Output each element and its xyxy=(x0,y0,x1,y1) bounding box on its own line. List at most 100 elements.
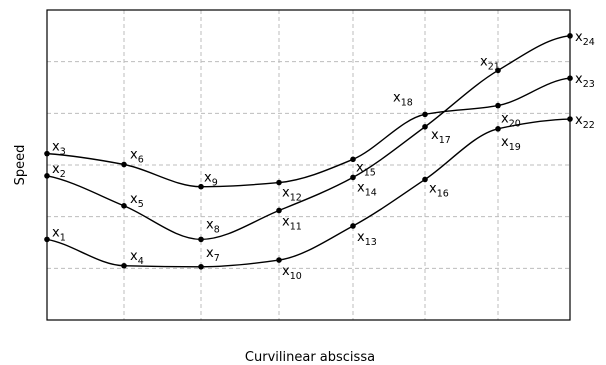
data-point-x15 xyxy=(350,156,356,163)
point-label-x9: x9 xyxy=(204,171,218,189)
data-point-x4 xyxy=(121,262,127,269)
point-label-subscript: 22 xyxy=(583,120,595,131)
point-label-subscript: 4 xyxy=(138,256,144,267)
point-label-name: x xyxy=(130,147,138,162)
point-label-x19: x19 xyxy=(501,135,521,153)
point-label-name: x xyxy=(130,249,138,264)
point-label-x16: x16 xyxy=(429,181,449,199)
point-label-x8: x8 xyxy=(206,217,220,235)
point-label-subscript: 24 xyxy=(583,37,595,48)
data-point-x24 xyxy=(567,33,573,39)
point-label-subscript: 16 xyxy=(437,188,449,199)
point-label-subscript: 17 xyxy=(439,135,451,146)
point-label-subscript: 1 xyxy=(60,232,66,243)
point-label-x11: x11 xyxy=(282,214,302,232)
point-label-subscript: 10 xyxy=(290,271,302,282)
point-label-x21: x21 xyxy=(480,54,500,72)
point-label-x15: x15 xyxy=(356,160,376,178)
point-label-subscript: 15 xyxy=(364,167,376,178)
point-label-x22: x22 xyxy=(575,113,595,131)
plot-frame xyxy=(46,9,571,321)
data-point-x2 xyxy=(44,173,50,179)
point-label-subscript: 21 xyxy=(488,61,500,72)
point-label-subscript: 5 xyxy=(138,199,144,210)
point-label-x18: x18 xyxy=(393,90,413,108)
point-label-name: x xyxy=(480,54,488,69)
point-label-x6: x6 xyxy=(130,147,144,165)
point-label-x5: x5 xyxy=(130,192,144,210)
point-label-subscript: 2 xyxy=(60,169,66,180)
point-label-name: x xyxy=(575,30,583,45)
point-label-name: x xyxy=(204,171,212,186)
point-label-x1: x1 xyxy=(52,225,66,243)
point-label-name: x xyxy=(429,181,437,196)
point-label-subscript: 9 xyxy=(212,178,218,189)
point-label-name: x xyxy=(206,217,214,232)
data-point-x16 xyxy=(422,176,428,183)
data-point-x21 xyxy=(495,67,501,74)
point-label-subscript: 11 xyxy=(290,221,302,232)
data-point-x13 xyxy=(350,223,356,229)
point-label-name: x xyxy=(130,192,138,207)
y-axis-label: Speed xyxy=(13,145,28,186)
data-point-x23 xyxy=(567,75,573,81)
points xyxy=(44,33,573,270)
point-label-x23: x23 xyxy=(575,72,595,90)
point-label-x7: x7 xyxy=(206,246,220,264)
point-label-subscript: 19 xyxy=(509,142,521,153)
x-axis-label: Curvilinear abscissa xyxy=(245,350,375,365)
data-point-x6 xyxy=(121,161,127,168)
point-label-subscript: 12 xyxy=(290,193,302,204)
data-point-x18 xyxy=(422,111,428,118)
point-label-name: x xyxy=(575,113,583,128)
data-point-x3 xyxy=(44,150,50,157)
point-label-name: x xyxy=(282,264,290,279)
point-label-subscript: 18 xyxy=(401,97,413,108)
point-label-subscript: 13 xyxy=(365,237,377,248)
series-line-2 xyxy=(46,35,571,241)
point-label-x2: x2 xyxy=(52,162,66,180)
data-point-x1 xyxy=(44,236,50,243)
series-line-1 xyxy=(46,118,571,268)
point-label-subscript: 20 xyxy=(509,119,521,130)
point-label-name: x xyxy=(52,140,60,155)
point-label-x24: x24 xyxy=(575,30,595,48)
point-label-name: x xyxy=(501,112,509,127)
point-label-name: x xyxy=(501,135,509,150)
point-label-name: x xyxy=(357,230,365,245)
point-label-name: x xyxy=(393,90,401,105)
data-point-x22 xyxy=(567,116,573,122)
point-label-name: x xyxy=(357,180,365,195)
point-label-subscript: 23 xyxy=(583,79,595,90)
data-point-x12 xyxy=(276,179,282,186)
point-label-name: x xyxy=(282,214,290,229)
point-label-name: x xyxy=(206,246,214,261)
point-label-x4: x4 xyxy=(130,249,144,267)
point-label-x3: x3 xyxy=(52,140,66,158)
curves xyxy=(46,35,571,268)
point-labels: x1x2x3x4x5x6x7x8x9x10x11x12x13x14x15x16x… xyxy=(52,30,595,282)
point-label-name: x xyxy=(431,128,439,143)
point-label-subscript: 3 xyxy=(60,147,66,158)
point-label-name: x xyxy=(52,225,60,240)
point-label-subscript: 14 xyxy=(365,187,377,198)
series-line-3 xyxy=(46,77,571,188)
point-label-x14: x14 xyxy=(357,180,377,198)
point-label-name: x xyxy=(282,186,290,201)
point-label-x17: x17 xyxy=(431,128,451,146)
data-point-x5 xyxy=(121,203,127,209)
point-label-x12: x12 xyxy=(282,186,302,204)
point-label-name: x xyxy=(356,160,364,175)
point-label-name: x xyxy=(52,162,60,177)
data-point-x8 xyxy=(198,236,204,243)
grid xyxy=(47,10,570,320)
point-label-x20: x20 xyxy=(501,112,521,130)
point-label-name: x xyxy=(575,72,583,87)
data-point-x10 xyxy=(276,257,282,263)
point-label-subscript: 8 xyxy=(214,224,220,235)
point-label-x10: x10 xyxy=(282,264,302,282)
data-point-x14 xyxy=(350,174,356,181)
data-point-x7 xyxy=(198,263,204,270)
point-label-x13: x13 xyxy=(357,230,377,248)
